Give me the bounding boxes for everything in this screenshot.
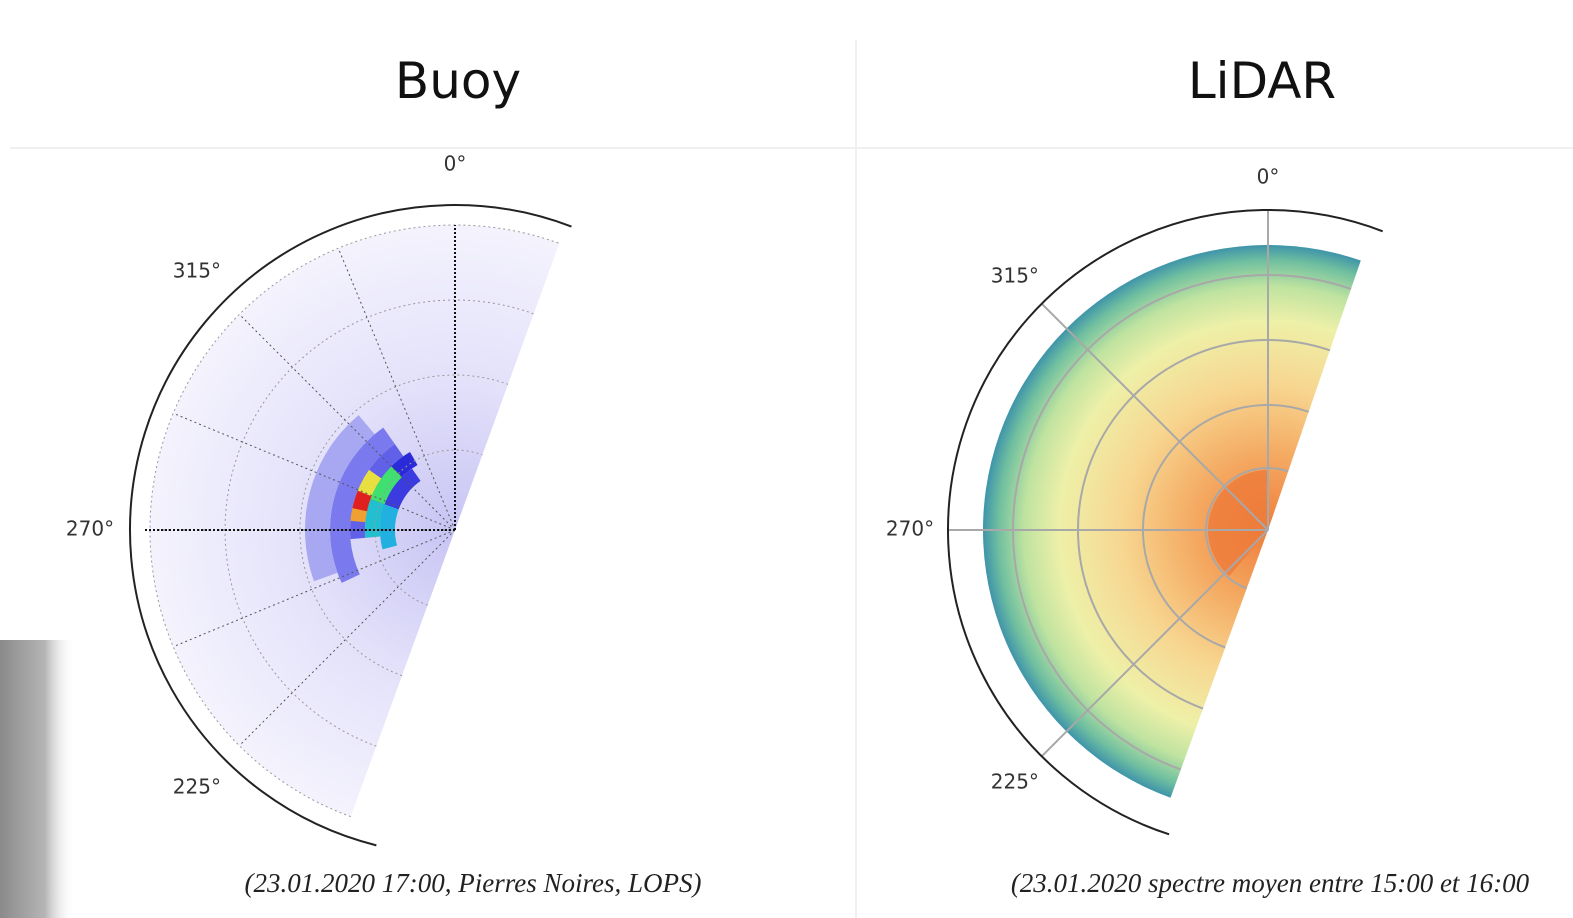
angle-label: 0° (1257, 165, 1280, 189)
angle-label: 0° (444, 152, 467, 176)
panel-title: Buoy (395, 52, 521, 110)
angle-label: 315° (173, 258, 221, 282)
panel-title: LiDAR (1188, 52, 1336, 110)
angle-label: 315° (991, 263, 1039, 287)
edge-shadow (0, 640, 75, 918)
spectrum-wedge (983, 245, 1361, 798)
slide: 0°315°270°225°0°315°270°225° Buoy LiDAR … (0, 0, 1573, 918)
angle-label: 270° (886, 517, 934, 541)
angle-label: 225° (991, 770, 1039, 794)
caption: (23.01.2020 17:00, Pierres Noires, LOPS) (245, 868, 702, 898)
angle-label: 270° (66, 517, 114, 541)
caption: (23.01.2020 spectre moyen entre 15:00 et… (1011, 868, 1530, 898)
angle-label: 225° (173, 775, 221, 799)
plots: 0° 315° 270° 225° 0° 315° 270° 225° (66, 152, 1383, 846)
